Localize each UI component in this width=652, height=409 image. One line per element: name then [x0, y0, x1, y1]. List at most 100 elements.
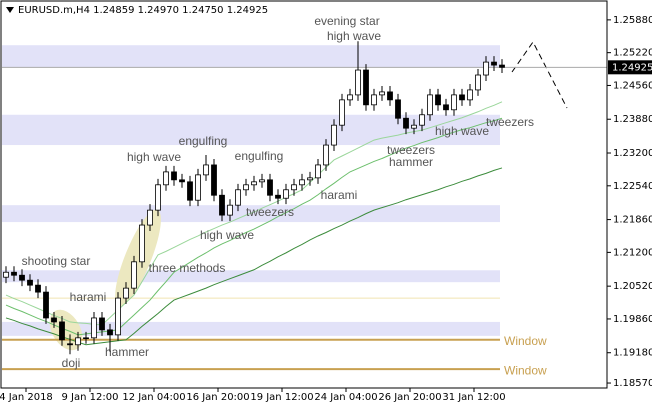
candle-body — [347, 94, 353, 101]
candle-body — [475, 74, 481, 91]
candle-body — [131, 261, 137, 289]
x-tick-label: 24 Jan 04:00 — [314, 392, 377, 403]
candle-body — [35, 284, 41, 293]
candle-body — [291, 184, 297, 191]
candle-body — [435, 94, 441, 106]
candle-body — [27, 279, 33, 286]
candle-body — [259, 179, 265, 183]
candle-body — [395, 99, 401, 119]
candle-body — [315, 164, 321, 179]
y-tick-label: 1.22540 — [613, 181, 652, 192]
annotation: tweezers — [387, 143, 435, 157]
y-tick-label: 1.21200 — [613, 247, 652, 258]
x-tick-label: 31 Jan 12:00 — [442, 392, 505, 403]
y-tick-label: 1.19180 — [613, 348, 652, 359]
level-label: Window — [504, 334, 547, 348]
candle-body — [11, 271, 17, 276]
candle-body — [147, 209, 153, 226]
candle-body — [411, 124, 417, 129]
pattern-highlight — [115, 209, 161, 307]
x-tick-label: 19 Jan 12:00 — [250, 392, 313, 403]
candle-body — [187, 181, 193, 201]
candle-body — [419, 114, 425, 126]
annotation: doji — [62, 356, 81, 370]
annotation: tweezers — [486, 115, 534, 129]
candle-body — [107, 329, 113, 336]
candle-body — [371, 94, 377, 106]
candle-body — [403, 117, 409, 129]
annotation: high wave — [200, 228, 254, 242]
candle-body — [75, 337, 81, 346]
candle-body — [307, 177, 313, 181]
candle-body — [443, 104, 449, 111]
moving-average — [5, 101, 503, 326]
candle-body — [323, 144, 329, 166]
annotation: harami — [321, 188, 358, 202]
annotation: hammer — [389, 155, 433, 169]
y-tick-label: 1.25220 — [613, 48, 652, 59]
annotation: engulfing — [179, 134, 228, 148]
plot-frame — [0, 0, 608, 389]
x-tick-label: 9 Jan 12:00 — [62, 392, 119, 403]
candle-body — [251, 181, 257, 186]
candle-body — [499, 64, 505, 68]
candle-body — [115, 297, 121, 336]
candle-body — [355, 69, 361, 96]
annotation: tweezers — [246, 205, 294, 219]
candle-body — [491, 61, 497, 66]
candle-body — [91, 317, 97, 339]
candle-body — [331, 124, 337, 146]
candle-body — [363, 69, 369, 106]
x-tick-label: 4 Jan 2018 — [0, 392, 53, 403]
candle-body — [219, 194, 225, 216]
y-tick-label: 1.23880 — [613, 114, 652, 125]
candle-body — [203, 164, 209, 176]
y-tick-label: 1.25880 — [613, 15, 652, 26]
annotation: evening star — [314, 14, 379, 28]
zone — [2, 270, 500, 283]
candle-body — [467, 89, 473, 101]
candle-body — [43, 291, 49, 319]
y-tick-label: 1.19860 — [613, 314, 652, 325]
candle-body — [155, 184, 161, 211]
annotation: high wave — [127, 150, 181, 164]
candle-body — [139, 224, 145, 263]
level-label: Window — [504, 363, 547, 377]
candle-body — [243, 184, 249, 191]
candle-body — [3, 271, 9, 278]
candle-body — [99, 317, 105, 331]
annotation: high wave — [327, 29, 381, 43]
zone — [2, 321, 500, 336]
candle-body — [123, 287, 129, 299]
x-tick-label: 26 Jan 20:00 — [378, 392, 441, 403]
candle-body — [195, 174, 201, 201]
annotation: hammer — [105, 345, 149, 359]
candle-body — [451, 94, 457, 111]
candle-body — [483, 61, 489, 76]
header-icon — [6, 7, 14, 13]
y-tick-label: 1.23200 — [613, 148, 652, 159]
annotation: harami — [70, 290, 107, 304]
y-tick-label: 1.20520 — [613, 281, 652, 292]
candle-body — [227, 204, 233, 216]
candle-body — [283, 189, 289, 199]
annotation: shooting star — [22, 254, 91, 268]
candle-body — [19, 274, 25, 281]
zone — [2, 45, 500, 68]
y-tick-label: 1.18570 — [613, 378, 652, 389]
candle-body — [211, 164, 217, 196]
candle-body — [171, 171, 177, 181]
candle-body — [339, 99, 345, 126]
x-tick-label: 12 Jan 04:00 — [122, 392, 185, 403]
candle-body — [163, 171, 169, 186]
last-price-box — [608, 60, 652, 75]
chart-title: EURUSD.m,H4 1.24859 1.24970 1.24750 1.24… — [18, 5, 268, 16]
candle-body — [379, 91, 385, 96]
x-tick-label: 16 Jan 20:00 — [186, 392, 249, 403]
candle-body — [235, 189, 241, 206]
annotation: engulfing — [235, 149, 284, 163]
candle-body — [51, 317, 57, 323]
annotation: three methods — [149, 261, 226, 275]
moving-average — [5, 167, 503, 346]
candle-body — [275, 194, 281, 199]
